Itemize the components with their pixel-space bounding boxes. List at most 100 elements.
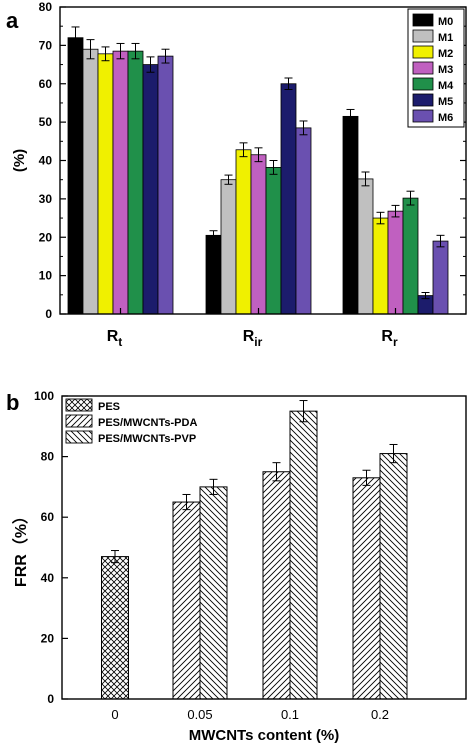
error-bar-M3-1	[254, 147, 263, 163]
panel-a-letter: a	[6, 8, 19, 33]
error-bar-M5-2	[421, 292, 430, 300]
error-bar-diag-down-2	[299, 400, 308, 423]
error-bar-M0-2	[346, 108, 355, 124]
error-bar-M6-1	[299, 120, 308, 136]
error-bar-M1-2	[361, 171, 370, 187]
bar-M3-0	[112, 50, 129, 315]
x-tick-label: 0.2	[371, 707, 389, 722]
panel-b: b 0 0.05 0.1 0.2 0 20 40 60 80 100 MWCNTs content …	[6, 389, 467, 744]
legend-label: M5	[438, 96, 453, 108]
y-tick-label: 20	[41, 631, 55, 645]
x-tick-label: 0.05	[187, 707, 212, 722]
bar-diag-down-3	[379, 453, 408, 700]
y-tick-label: 60	[39, 77, 53, 91]
y-tick-label: 20	[39, 230, 53, 244]
bar-M3-1	[250, 154, 267, 315]
error-bar-M3-0	[116, 42, 125, 60]
error-bar-M1-1	[224, 174, 233, 185]
bar-M1-0	[82, 48, 99, 315]
bar-M0-0	[67, 37, 84, 315]
y-axis-label: FRR（%）	[12, 508, 30, 587]
bar-M3-2	[387, 210, 404, 315]
bar-M1-1	[220, 179, 237, 315]
error-bar-M5-0	[146, 56, 155, 73]
y-tick-label: 100	[34, 389, 54, 403]
legend-label: M0	[438, 16, 453, 28]
error-bar-M4-0	[131, 42, 140, 60]
bar-M4-2	[402, 197, 419, 315]
y-tick-label: 80	[39, 0, 53, 14]
error-bar-diag-up-3	[362, 469, 371, 486]
x-tick-label: 0	[111, 707, 118, 722]
legend-swatch-M1	[412, 29, 434, 43]
legend-swatch-diag-down	[65, 430, 93, 444]
error-bar-M6-0	[161, 48, 170, 64]
bar-M2-1	[235, 149, 252, 315]
bar-M4-1	[265, 167, 282, 315]
error-bar-diag-down-3	[389, 443, 398, 464]
x-tick-label: Rir	[243, 328, 263, 349]
bar-diag-down-2	[289, 410, 318, 700]
x-tick-label: 0.1	[281, 707, 299, 722]
legend: PES PES/MWCNTs-PDA PES/MWCNTs-PVP	[65, 398, 197, 445]
y-tick-label: 70	[39, 38, 53, 52]
error-bar-M1-0	[86, 39, 95, 60]
bar-M4-0	[127, 50, 144, 315]
bar-M1-2	[357, 178, 374, 315]
y-tick-label: 10	[39, 269, 53, 283]
legend-label: PES/MWCNTs-PVP	[98, 433, 196, 445]
x-axis-label: MWCNTs content (%)	[189, 727, 340, 744]
error-bar-M2-0	[101, 46, 110, 62]
bar-M5-1	[280, 83, 297, 315]
y-tick-label: 0	[45, 307, 52, 321]
y-tick-label: 0	[47, 692, 54, 706]
error-bar-M4-2	[406, 190, 415, 206]
legend-swatch-M4	[412, 77, 434, 91]
error-bar-crosshatch-0	[111, 550, 119, 564]
legend-swatch-crosshatch	[65, 398, 93, 412]
bar-diag-down-1	[199, 486, 228, 700]
bar-M0-2	[342, 115, 359, 315]
legend-label: M3	[438, 64, 453, 76]
error-bar-M4-1	[269, 160, 278, 175]
error-bar-diag-up-1	[182, 493, 191, 511]
legend-swatch-M5	[412, 93, 434, 107]
legend-label: M6	[438, 112, 453, 124]
legend-label: PES	[98, 401, 120, 413]
error-bar-M5-1	[284, 77, 293, 91]
y-tick-label: 40	[39, 154, 53, 168]
y-tick-label: 50	[39, 115, 53, 129]
bar-M5-0	[142, 64, 159, 315]
error-bar-M2-2	[376, 211, 385, 225]
x-tick-label: Rt	[107, 328, 123, 349]
legend-label: M4	[438, 80, 454, 92]
error-bar-M0-0	[71, 26, 80, 49]
legend-swatch-M2	[412, 45, 434, 59]
legend-label: PES/MWCNTs-PDA	[98, 417, 197, 429]
y-axis-label: (%)	[11, 149, 28, 172]
bar-M2-2	[372, 217, 389, 315]
y-tick-label: 80	[41, 450, 55, 464]
legend-swatch-diag-up	[65, 414, 93, 428]
bar-M0-1	[205, 234, 222, 315]
bar-diag-up-2	[262, 471, 291, 700]
bar-diag-up-3	[352, 477, 381, 700]
error-bar-diag-up-2	[272, 462, 281, 482]
plot-frame	[61, 395, 467, 700]
bar-crosshatch-0	[101, 556, 129, 700]
bar-M6-0	[157, 55, 174, 315]
legend-label: M1	[438, 32, 453, 44]
error-bar-M3-2	[391, 204, 400, 218]
error-bar-M2-1	[239, 142, 248, 158]
legend-swatch-M6	[412, 109, 434, 123]
bar-diag-up-1	[172, 501, 201, 700]
legend: M0 M1 M2 M3 M4 M5 M6	[407, 8, 465, 128]
x-tick-label: Rr	[381, 328, 398, 349]
panel-b-plot-area: 0 0.05 0.1 0.2 0 20 40 60 80 100 MWCNTs content (%…	[12, 389, 467, 744]
bar-M2-0	[97, 53, 114, 315]
bar-M6-1	[295, 127, 312, 315]
legend-label: M2	[438, 48, 453, 60]
bar-M6-2	[432, 240, 449, 315]
